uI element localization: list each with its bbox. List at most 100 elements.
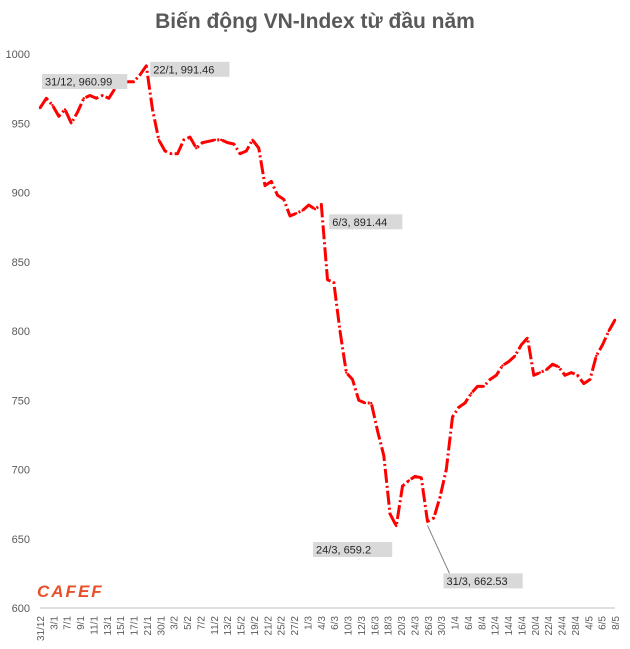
data-point: [270, 180, 273, 183]
data-point: [157, 138, 160, 142]
x-tick-label: 3/2: [170, 616, 181, 630]
data-point: [238, 152, 242, 155]
data-point: [576, 374, 579, 377]
data-point: [382, 454, 385, 457]
x-tick-label: 15/2: [237, 616, 248, 636]
annotation-box: [443, 573, 523, 589]
annotation-text: 31/3, 662.53: [447, 576, 508, 588]
data-point: [438, 496, 442, 499]
data-point: [151, 108, 154, 111]
data-point: [432, 516, 435, 520]
annotations: 31/12, 960.99 22/1, 991.46 6/3, 891.44 24/3…: [42, 61, 523, 589]
x-tick-label: 21/2: [263, 616, 274, 636]
x-tick-label: 20/4: [531, 616, 542, 636]
x-tick-label: 26/3: [424, 616, 435, 636]
data-point: [595, 354, 598, 358]
data-point: [170, 152, 173, 155]
series-line: [38, 64, 617, 528]
data-point: [357, 399, 360, 402]
annotation-label: 31/12, 960.99: [42, 74, 128, 90]
data-point: [213, 138, 217, 142]
x-tick-label: 11/2: [210, 616, 221, 635]
data-point: [57, 115, 60, 118]
annotation-leader: [427, 525, 450, 574]
data-point: [188, 135, 192, 139]
data-point: [226, 141, 229, 144]
data-point: [426, 520, 429, 523]
data-point: [101, 94, 104, 97]
data-point: [526, 336, 529, 340]
x-tick-label: 13/2: [223, 616, 234, 636]
data-point: [282, 198, 285, 201]
x-tick-label: 1/4: [451, 616, 462, 630]
data-point: [220, 138, 223, 142]
annotation-label: 24/3, 659.2: [313, 542, 393, 558]
x-tick-label: 6/5: [598, 616, 609, 630]
x-tick-label: 16/3: [370, 616, 381, 636]
annotation-label: 22/1, 991.46: [150, 61, 230, 77]
data-point: [588, 378, 592, 381]
data-point: [370, 401, 373, 405]
x-tick-label: 7/1: [63, 616, 74, 630]
x-tick-label: 14/4: [504, 616, 515, 636]
x-tick-label: 16/4: [517, 616, 528, 636]
data-point: [457, 405, 460, 409]
data-point: [263, 184, 267, 187]
data-point: [257, 146, 260, 150]
x-tick-label: 30/3: [437, 616, 448, 636]
x-tick-label: 28/4: [571, 616, 582, 636]
x-tick-label: 7/2: [196, 616, 207, 630]
data-point: [182, 138, 185, 142]
x-tick-label: 12/4: [491, 616, 502, 636]
x-tick-label: 12/3: [357, 616, 368, 636]
x-tick-label: 21/1: [143, 616, 154, 636]
data-point: [538, 371, 542, 374]
x-tick-label: 11/1: [89, 616, 100, 635]
data-point: [176, 152, 179, 155]
x-tick-label: 8/5: [611, 616, 622, 630]
data-point: [201, 141, 204, 144]
data-point: [488, 378, 492, 381]
y-tick-label: 650: [12, 534, 30, 546]
data-point: [401, 484, 404, 488]
data-point: [570, 371, 573, 374]
data-point: [420, 476, 423, 480]
data-point: [482, 385, 485, 388]
cafef-logo: CAFEF: [37, 582, 104, 602]
annotation-text: 6/3, 891.44: [332, 217, 387, 229]
y-tick-label: 600: [12, 603, 30, 615]
data-point: [520, 343, 523, 347]
data-point: [76, 110, 79, 114]
data-point: [413, 475, 417, 478]
annotation-box: [329, 214, 403, 230]
data-point: [470, 392, 473, 395]
y-tick-label: 850: [12, 257, 30, 269]
annotation-label: 6/3, 891.44: [329, 214, 403, 230]
data-point: [145, 64, 148, 68]
y-tick-label: 750: [12, 395, 30, 407]
x-tick-label: 3/1: [49, 616, 60, 630]
x-tick-label: 24/3: [410, 616, 421, 636]
data-point: [501, 364, 504, 367]
y-tick-label: 950: [12, 118, 30, 130]
data-point: [326, 278, 329, 281]
x-tick-label: 6/4: [464, 616, 475, 630]
x-tick-label: 5/2: [183, 616, 194, 630]
data-point: [545, 368, 548, 371]
x-axis: 31/12 3/1 7/1 9/1 11/1 13/1 15/1 17/1 21/1 30/1 3/…: [36, 607, 622, 641]
x-tick-label: 6/3: [330, 616, 341, 630]
data-point: [132, 80, 135, 83]
data-point: [332, 281, 335, 284]
data-point: [532, 374, 535, 377]
data-point: [245, 149, 248, 153]
annotation-box: [42, 74, 128, 90]
data-point: [88, 94, 92, 97]
annotation-text: 22/1, 991.46: [153, 64, 214, 76]
data-point: [82, 97, 85, 100]
chart-title: Biến động VN-Index từ đầu năm: [155, 10, 475, 33]
x-tick-label: 15/1: [116, 616, 127, 636]
y-tick-label: 800: [12, 326, 30, 338]
x-tick-label: 18/3: [384, 616, 395, 636]
data-point: [107, 97, 110, 100]
